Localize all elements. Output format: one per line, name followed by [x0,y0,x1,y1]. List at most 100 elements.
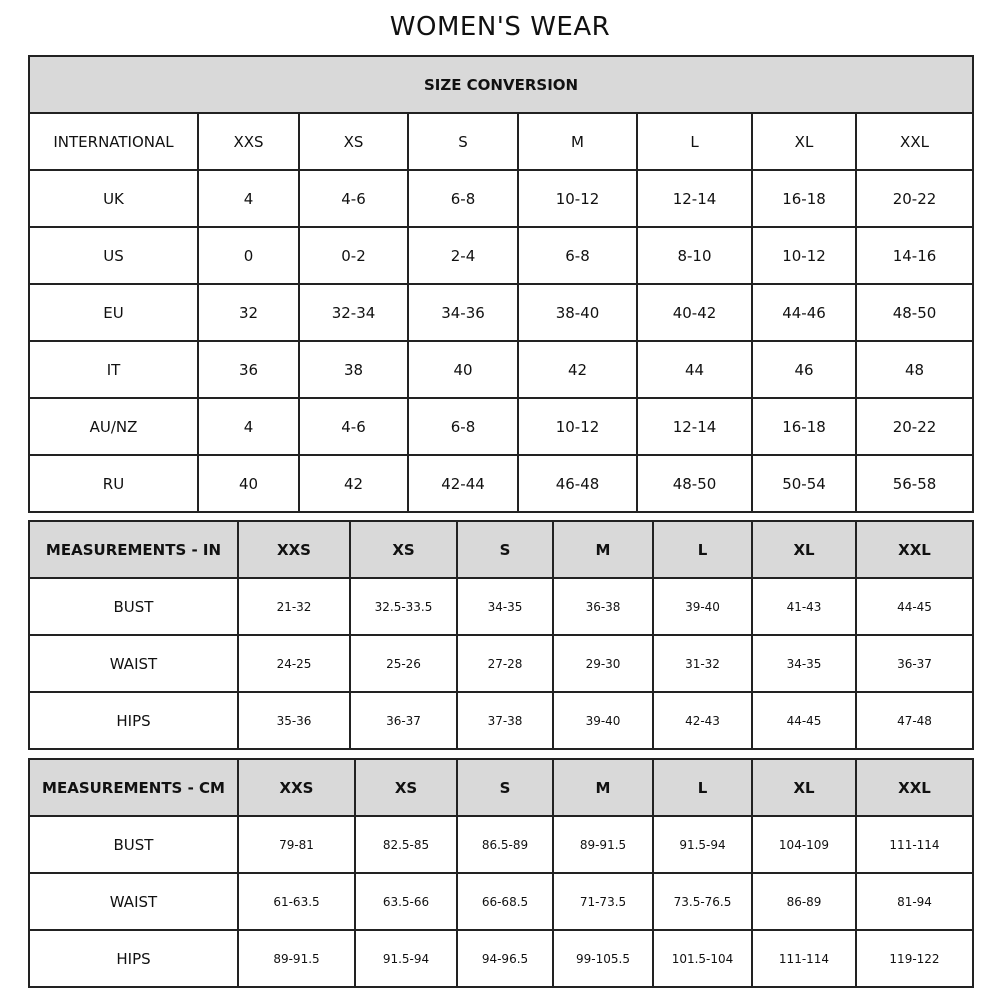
row-label: AU/NZ [28,397,199,456]
table-cell: 38-40 [517,283,638,342]
page-title: WOMEN'S WEAR [389,12,611,42]
table-cell: 35-36 [237,691,351,750]
table-row: WAIST 24-25 25-26 27-28 29-30 31-32 34-35 36-37 [28,634,974,693]
table-cell: 104-109 [751,815,857,874]
table-cell: 111-114 [751,929,857,988]
table-cell: 32-34 [298,283,409,342]
size-header: S [456,758,554,817]
size-header: L [652,758,753,817]
table-cell: 42 [298,454,409,513]
table-cell: 119-122 [855,929,974,988]
table-row: RU 40 42 42-44 46-48 48-50 50-54 56-58 [28,454,975,513]
size-header: M [552,758,654,817]
table-cell: 101.5-104 [652,929,753,988]
table-cell: 73.5-76.5 [652,872,753,931]
table-cell: 16-18 [751,169,857,228]
size-header: L [636,112,753,171]
size-header: XXL [855,758,974,817]
table-row: WAIST 61-63.5 63.5-66 66-68.5 71-73.5 73.5-76… [28,872,974,931]
size-header: XXL [854,112,975,171]
table-cell: 10-12 [751,226,857,285]
table-cell: 111-114 [855,815,974,874]
table-row: AU/NZ 4 4-6 6-8 10-12 12-14 16-18 20-22 [28,397,975,456]
header-row: MEASUREMENTS - CM XXS XS S M L XL XXL [28,758,974,817]
size-header: S [407,112,519,171]
size-header: XXS [237,758,356,817]
size-conversion-title: SIZE CONVERSION [27,55,975,114]
table-cell: 12-14 [636,169,753,228]
table-cell: 38 [298,340,409,399]
table-cell: 20-22 [854,397,975,456]
table-cell: 36-37 [855,634,974,693]
table-cell: 29-30 [552,634,654,693]
table-cell: 47-48 [855,691,974,750]
table-row: UK 4 4-6 6-8 10-12 12-14 16-18 20-22 [28,169,975,228]
table-cell: 94-96.5 [456,929,554,988]
table-title: MEASUREMENTS - IN [28,520,239,579]
measurements-in-table: MEASUREMENTS - IN XXS XS S M L XL XXL BUST 21-32 3… [28,520,974,750]
table-cell: 71-73.5 [552,872,654,931]
table-cell: 31-32 [652,634,753,693]
table-cell: 48 [854,340,975,399]
table-cell: 20-22 [854,169,975,228]
table-cell: 44 [636,340,753,399]
table-cell: 16-18 [751,397,857,456]
table-cell: 48-50 [854,283,975,342]
table-row: HIPS 35-36 36-37 37-38 39-40 42-43 44-45 47-48 [28,691,974,750]
table-cell: 86.5-89 [456,815,554,874]
row-label: UK [28,169,199,228]
table-row: HIPS 89-91.5 91.5-94 94-96.5 99-105.5 101.5-1… [28,929,974,988]
row-label: HIPS [28,691,239,750]
table-row: IT 36 38 40 42 44 46 48 [28,340,975,399]
table-cell: 39-40 [552,691,654,750]
table-cell: 41-43 [751,577,857,636]
table-cell: 44-46 [751,283,857,342]
size-header: XS [298,112,409,171]
size-header: XXS [197,112,300,171]
table-cell: 0 [197,226,300,285]
table-cell: 66-68.5 [456,872,554,931]
row-label: BUST [28,815,239,874]
header-row: MEASUREMENTS - IN XXS XS S M L XL XXL [28,520,974,579]
table-cell: 40 [407,340,519,399]
table-row: EU 32 32-34 34-36 38-40 40-42 44-46 48-50 [28,283,975,342]
table-cell: 42-43 [652,691,753,750]
table-cell: 50-54 [751,454,857,513]
table-cell: 10-12 [517,169,638,228]
table-cell: 14-16 [854,226,975,285]
table-cell: 86-89 [751,872,857,931]
table-cell: 89-91.5 [237,929,356,988]
table-cell: 44-45 [855,577,974,636]
table-cell: 42-44 [407,454,519,513]
size-header: M [552,520,654,579]
table-cell: 82.5-85 [354,815,458,874]
table-cell: 36-38 [552,577,654,636]
size-header: XL [751,758,857,817]
size-header: XXS [237,520,351,579]
table-cell: 32 [197,283,300,342]
size-conversion-table: SIZE CONVERSION INTERNATIONAL XXS XS S M L XL XX… [27,55,975,513]
row-header-label: INTERNATIONAL [28,112,199,171]
table-cell: 0-2 [298,226,409,285]
row-label: HIPS [28,929,239,988]
size-header: M [517,112,638,171]
table-row: BUST 79-81 82.5-85 86.5-89 89-91.5 91.5-94 104… [28,815,974,874]
row-label: BUST [28,577,239,636]
table-cell: 89-91.5 [552,815,654,874]
table-cell: 24-25 [237,634,351,693]
row-label: WAIST [28,872,239,931]
table-cell: 44-45 [751,691,857,750]
table-cell: 39-40 [652,577,753,636]
size-header: XL [751,520,857,579]
table-cell: 99-105.5 [552,929,654,988]
table-cell: 2-4 [407,226,519,285]
table-cell: 4 [197,169,300,228]
table-cell: 79-81 [237,815,356,874]
table-cell: 91.5-94 [354,929,458,988]
table-cell: 25-26 [349,634,458,693]
table-cell: 34-35 [751,634,857,693]
table-cell: 91.5-94 [652,815,753,874]
table-cell: 40-42 [636,283,753,342]
size-header: L [652,520,753,579]
table-cell: 4 [197,397,300,456]
